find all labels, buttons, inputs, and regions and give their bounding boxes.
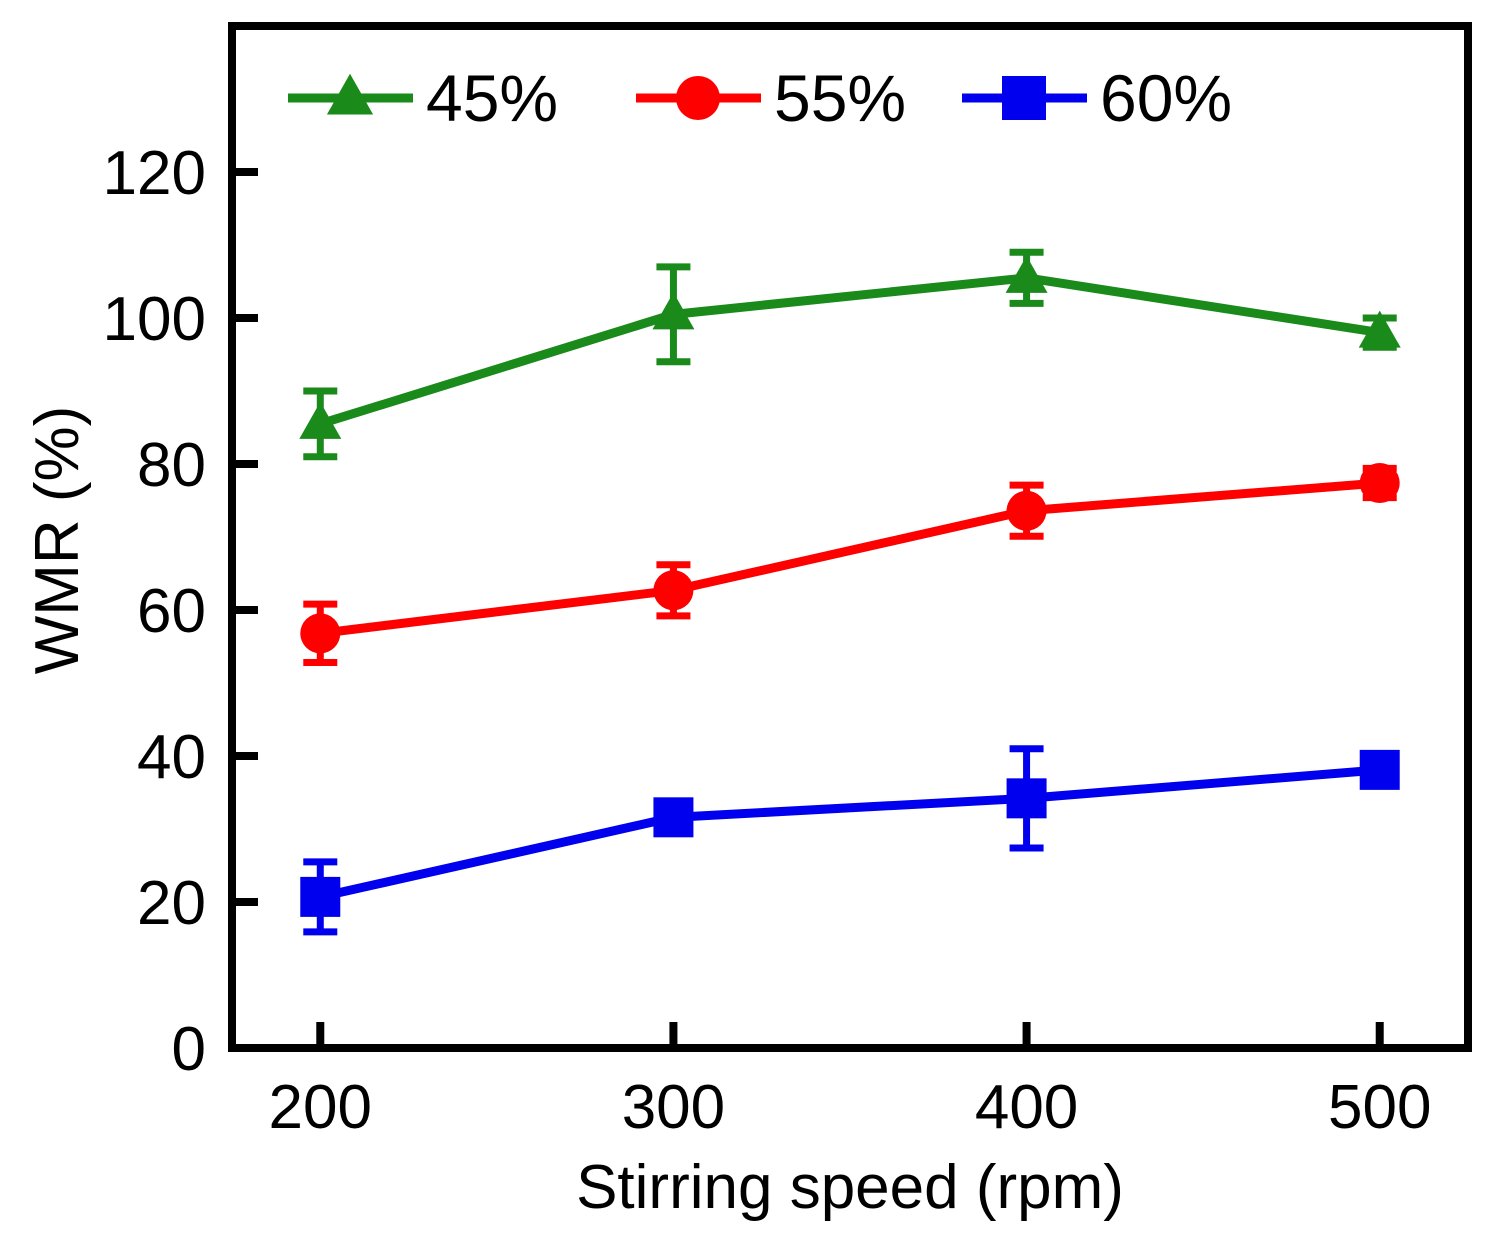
legend-marker-60pct [1002,76,1046,120]
x-tick-label: 500 [1328,1073,1431,1142]
series-line-60pct [319,765,1381,902]
legend-label-55pct: 55% [774,61,906,135]
data-point-60pct [1359,749,1400,790]
data-point-45pct [652,292,695,330]
legend-label-60pct: 60% [1100,61,1232,135]
series-line-45pct [318,273,1381,429]
y-tick-label: 20 [137,869,206,938]
legend-marker-55pct [676,76,720,120]
x-axis-title: Stirring speed (rpm) [576,1153,1124,1222]
data-point-60pct [1006,778,1047,819]
data-point-55pct [1006,490,1047,531]
y-tick-label: 40 [137,723,206,792]
legend-marker-45pct [326,73,374,115]
y-tick-label: 100 [103,285,206,354]
legend: 45% 55% 60% [288,61,1232,135]
y-tick-label: 0 [172,1015,206,1084]
plot-area [299,248,1401,936]
x-tick-label: 400 [975,1073,1078,1142]
data-point-60pct [300,876,341,917]
data-point-55pct [653,570,694,611]
axes: 0 20 40 60 80 100 120 200 300 400 500 [103,139,1432,1142]
series-line-55pct [319,478,1381,638]
data-point-45pct [1358,310,1401,348]
plot-frame [228,22,1472,1052]
data-point-60pct [653,797,694,838]
data-point-45pct [1005,255,1048,293]
legend-label-45pct: 45% [426,61,558,135]
y-axis-title: WMR (%) [23,406,92,675]
x-tick-label: 200 [269,1073,372,1142]
data-point-45pct [299,401,342,439]
x-tick-label: 300 [622,1073,725,1142]
data-point-55pct [1359,462,1400,503]
y-tick-label: 60 [137,577,206,646]
y-tick-label: 120 [103,139,206,208]
y-tick-label: 80 [137,431,206,500]
data-point-55pct [300,613,341,654]
